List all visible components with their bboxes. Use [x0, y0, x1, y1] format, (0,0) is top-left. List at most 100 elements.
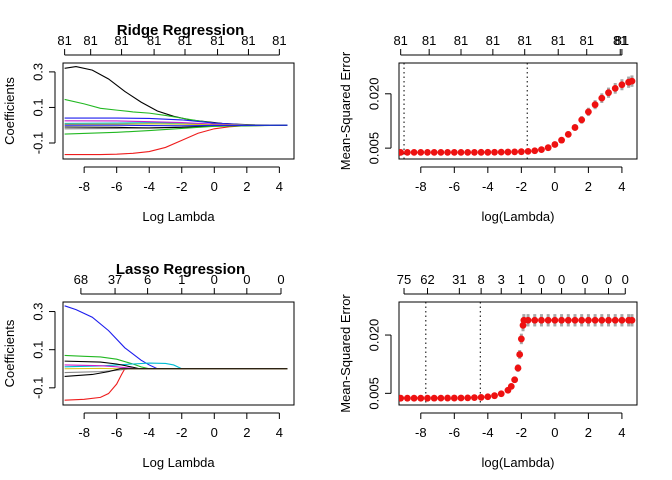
cv-point	[605, 89, 612, 97]
top-tick-label: 62	[420, 272, 434, 287]
cv-point	[605, 316, 612, 324]
cv-point	[524, 147, 532, 155]
chart-title: Lasso Regression	[116, 261, 245, 278]
x-tick-label: -4	[482, 425, 494, 440]
cv-point	[511, 376, 519, 384]
cv-point	[564, 316, 572, 324]
cv-point	[578, 116, 586, 124]
x-tick-label: -8	[78, 179, 90, 194]
cv-point	[507, 382, 515, 390]
x-tick-label: -4	[143, 425, 155, 440]
cv-point	[444, 149, 452, 156]
cv-point	[491, 392, 498, 400]
top-tick-label: 0	[622, 272, 629, 287]
cv-point	[584, 108, 592, 116]
cv-point	[517, 148, 525, 156]
x-axis-label: log(Lambda)	[482, 209, 555, 224]
coef-path-line	[64, 124, 288, 135]
top-tick-label: 1	[178, 272, 185, 287]
coef-path-line	[64, 305, 288, 370]
coef-path-line	[64, 368, 288, 377]
cv-point	[538, 146, 545, 154]
x-tick-label: -6	[111, 425, 123, 440]
x-tick-label: 2	[243, 179, 250, 194]
top-tick-label: 37	[108, 272, 122, 287]
top-tick-label: 81	[393, 33, 407, 48]
cv-point	[464, 148, 472, 156]
cv-point	[618, 316, 626, 324]
cv-point	[598, 94, 606, 102]
cv-point	[457, 394, 465, 402]
x-axis-label: log(Lambda)	[482, 455, 555, 470]
top-tick-label: 81	[579, 33, 593, 48]
cv-point	[538, 316, 545, 324]
cv-point	[514, 364, 522, 372]
cv-point	[437, 394, 445, 402]
x-tick-label: -2	[516, 425, 528, 440]
chart-title: Ridge Regression	[117, 22, 245, 39]
plot-area	[64, 305, 288, 401]
cv-point	[491, 148, 498, 156]
top-tick-label: 81	[241, 33, 255, 48]
cv-point	[417, 394, 425, 402]
top-tick-label: 0	[243, 272, 250, 287]
top-tick-label: 0	[277, 272, 284, 287]
top-tick-label: 0	[605, 272, 612, 287]
y-tick-label: 0.005	[366, 377, 381, 410]
cv-point	[591, 316, 599, 324]
y-tick-label: 0.005	[366, 132, 381, 165]
cv-point	[516, 351, 524, 358]
cv-point	[551, 141, 559, 148]
cv-point	[558, 316, 565, 324]
x-axis-label: Log Lambda	[142, 455, 215, 470]
y-axis-label: Mean-Squared Error	[338, 51, 353, 170]
coef-path-line	[64, 124, 288, 156]
cv-point	[424, 394, 431, 402]
cv-point	[403, 149, 411, 156]
coef-path-line	[64, 124, 288, 127]
cv-point	[571, 316, 579, 324]
cv-point	[611, 84, 619, 92]
cv-point	[504, 148, 512, 156]
plot-frame	[398, 301, 638, 406]
y-tick-label: 0.1	[30, 98, 45, 116]
y-tick-label: -0.1	[30, 377, 45, 399]
top-tick-label: 81	[210, 33, 224, 48]
plot-frame	[62, 62, 295, 160]
cv-point	[628, 316, 636, 324]
x-tick-label: 2	[585, 425, 592, 440]
cv-point	[531, 147, 539, 155]
cv-point	[551, 316, 559, 324]
x-tick-label: -2	[176, 425, 188, 440]
y-axis-label: Mean-Squared Error	[338, 294, 353, 413]
x-tick-label: 4	[618, 179, 625, 194]
x-tick-label: -8	[78, 425, 90, 440]
chart-panel-3: -8 -6 -4 -2 0 2 4 -0.1 0.1 0.3 68 37 6 1 0 0 0 Log Lambda…	[2, 261, 295, 470]
cv-point	[417, 149, 425, 156]
x-tick-label: -2	[516, 179, 528, 194]
plot-area	[399, 302, 636, 405]
top-tick-label: 31	[452, 272, 466, 287]
top-tick-label: 75	[397, 272, 411, 287]
top-tick-label: 0	[211, 272, 218, 287]
cv-point	[571, 124, 579, 131]
x-tick-label: -8	[415, 179, 427, 194]
top-tick-label: 8	[478, 272, 485, 287]
cv-point	[531, 316, 539, 324]
top-tick-label: 81	[178, 33, 192, 48]
cv-point	[477, 393, 485, 401]
cv-point	[484, 393, 492, 401]
cv-point	[399, 149, 405, 156]
cv-point	[578, 316, 586, 324]
cv-point	[524, 316, 532, 324]
cv-point	[471, 394, 478, 402]
top-tick-label: 81	[486, 33, 500, 48]
cv-point	[497, 148, 505, 156]
x-tick-label: 0	[551, 425, 558, 440]
x-tick-label: -4	[143, 179, 155, 194]
plot-frame	[398, 62, 638, 160]
cv-point	[403, 394, 411, 402]
cv-point	[464, 394, 472, 402]
